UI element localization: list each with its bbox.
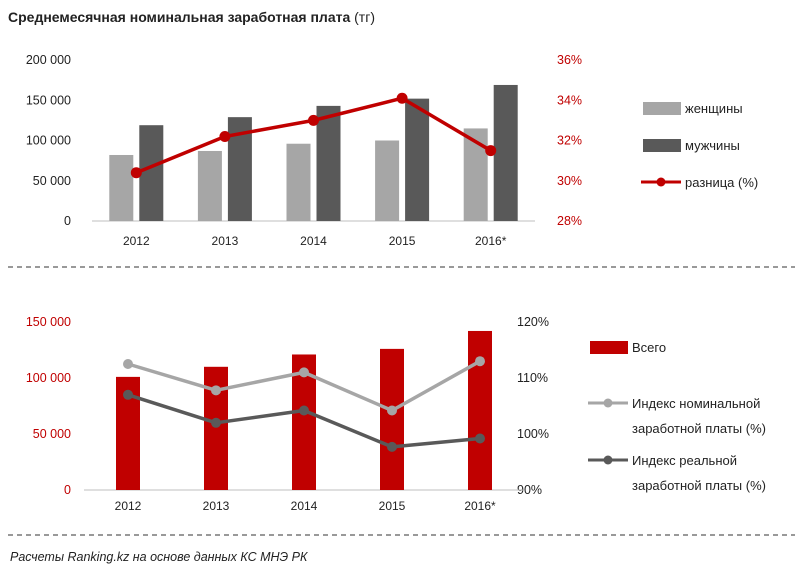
chart2-legend-label: заработной платы (%) [632, 478, 766, 493]
chart1-right-tick: 30% [557, 174, 582, 188]
chart1-right-tick: 32% [557, 134, 582, 148]
chart1-bar-мужчины [493, 84, 518, 221]
chart1-x-tick: 2016* [475, 234, 507, 248]
chart1-bar-женщины [463, 128, 488, 221]
chart2-line-point-2 [211, 417, 221, 428]
chart1-x-tick: 2012 [123, 234, 150, 248]
chart1-left-tick: 150 000 [26, 93, 71, 107]
chart1-line-point-1 [308, 114, 319, 126]
chart2-bar-всего [468, 330, 492, 490]
chart2-line-point-1 [475, 356, 485, 367]
chart1-bar-женщины [197, 150, 222, 221]
chart2-right-tick: 110% [517, 371, 548, 385]
chart1-left-tick: 0 [64, 214, 71, 228]
chart2-bar-всего [204, 366, 228, 490]
chart1-legend-label: разница (%) [685, 175, 758, 190]
chart2-line-point-1 [299, 367, 309, 378]
chart2-right-tick: 90% [517, 483, 542, 497]
chart2-right-tick: 120% [517, 315, 549, 329]
chart2-line-point-1 [387, 405, 397, 416]
chart1-salary-by-gender: 0 50 000 100 000 150 000 200 000 28% 30% 32% 34%… [26, 53, 758, 248]
chart1-right-tick: 28% [557, 214, 582, 228]
chart2-legend-swatch [590, 341, 628, 354]
chart1-left-tick: 100 000 [26, 134, 71, 148]
chart2-line-point-1 [123, 359, 133, 369]
chart1-bar-женщины [109, 154, 134, 221]
chart1-legend-label: мужчины [685, 138, 740, 153]
chart1-line-point-1 [219, 130, 231, 142]
chart2-line-point-1 [211, 385, 221, 396]
chart1-right-tick: 36% [557, 53, 582, 67]
chart1-left-tick: 50 000 [33, 174, 71, 188]
chart1-bar-женщины [286, 143, 311, 221]
chart2-legend-marker [603, 398, 613, 408]
chart1-legend-label: женщины [685, 101, 743, 116]
chart1-line-point-1 [485, 145, 497, 157]
chart1-left-tick: 200 000 [26, 53, 71, 67]
chart2-x-tick: 2015 [379, 499, 406, 513]
chart2-x-tick: 2016* [464, 499, 496, 513]
chart2-x-tick: 2012 [115, 499, 142, 513]
chart2-legend-marker [603, 455, 613, 465]
chart2-legend-label: заработной платы (%) [632, 421, 766, 436]
chart2-x-tick: 2014 [291, 499, 318, 513]
chart1-x-tick: 2013 [212, 234, 239, 248]
chart1-legend-marker [656, 177, 666, 187]
chart1-line-point-1 [396, 92, 408, 104]
chart2-line-point-2 [299, 405, 309, 416]
chart1-legend-swatch [643, 139, 681, 152]
chart2-left-tick: 0 [64, 483, 71, 497]
chart1-bar-женщины [375, 140, 400, 221]
chart2-bar-всего [380, 348, 404, 490]
chart2-left-tick: 150 000 [26, 315, 71, 329]
chart2-total-and-indices: 0 50 000 100 000 150 000 90% 100% 110% 120% 2012… [26, 315, 766, 513]
chart2-line-point-2 [123, 389, 133, 400]
chart2-right-tick: 100% [517, 427, 549, 441]
chart1-x-tick: 2015 [389, 234, 416, 248]
chart1-line-series-1 [135, 96, 492, 175]
chart1-bar-мужчины [405, 98, 430, 221]
chart2-line-point-2 [475, 433, 485, 444]
chart1-bar-мужчины [316, 105, 341, 221]
chart2-legend-label: Индекс реальной [632, 453, 737, 468]
chart2-left-tick: 50 000 [33, 427, 71, 441]
chart1-x-tick: 2014 [300, 234, 327, 248]
chart1-line-point-1 [130, 167, 142, 179]
chart1-title: Среднемесячная номинальная заработная пл… [8, 9, 375, 25]
chart2-left-tick: 100 000 [26, 371, 71, 385]
chart1-legend-swatch [643, 102, 681, 115]
chart2-legend-label: Всего [632, 340, 666, 355]
chart2-line-point-2 [387, 441, 397, 452]
chart1-right-tick: 34% [557, 93, 582, 107]
chart1-bar-мужчины [139, 125, 164, 221]
chart2-legend-label: Индекс номинальной [632, 396, 760, 411]
source-note: Расчеты Ranking.kz на основе данных КС М… [10, 550, 308, 564]
chart2-x-tick: 2013 [203, 499, 230, 513]
